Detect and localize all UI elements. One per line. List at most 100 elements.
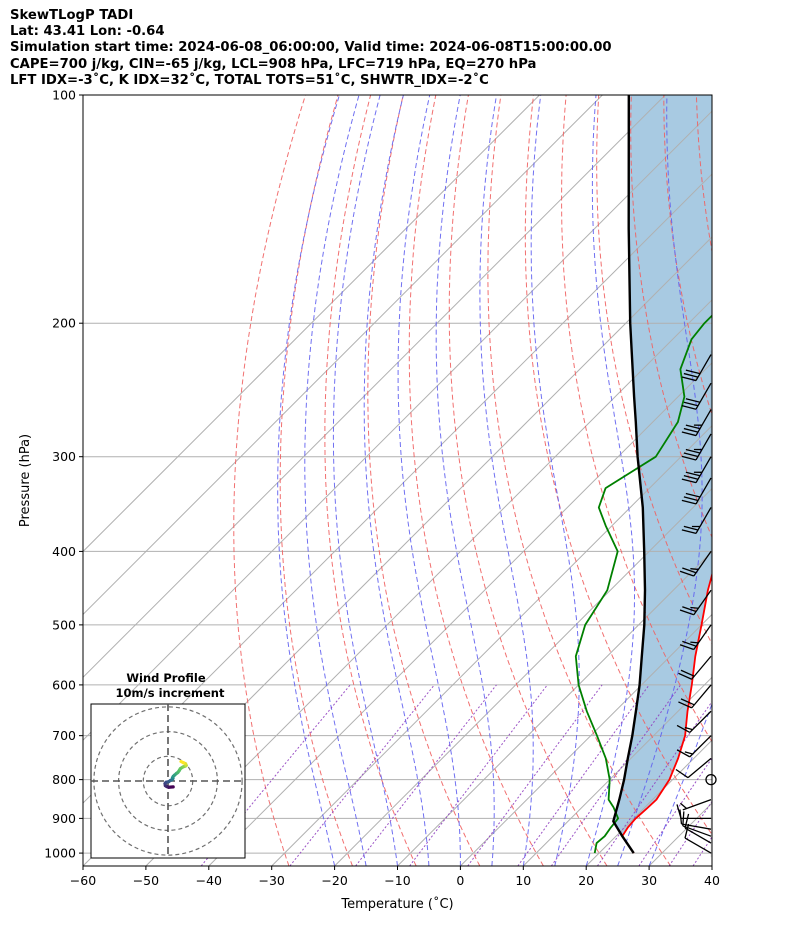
isotherm-line [145, 299, 712, 866]
dry-adiabat-line [279, 95, 353, 866]
wind-barb [681, 409, 712, 437]
mixing-ratio-line [355, 684, 497, 866]
moist-adiabat-line [530, 95, 580, 866]
barb-feather [690, 641, 699, 644]
wind-barb [681, 433, 712, 461]
barb-feather [676, 724, 691, 734]
isotherm-line [83, 95, 603, 616]
barb-feather [685, 398, 701, 403]
y-tick-label: 1000 [44, 846, 76, 861]
barb-staff [693, 589, 712, 616]
barb-feather [683, 372, 699, 378]
mixing-ratio-line [517, 684, 650, 866]
wind-barb [681, 354, 712, 382]
mixing-ratio-line [550, 684, 682, 866]
barb-staff [689, 710, 712, 733]
barb-feather [690, 606, 699, 609]
wind-barb [675, 757, 712, 779]
barb-feather [681, 376, 697, 382]
y-axis-label: Pressure (hPa) [18, 434, 33, 527]
y-tick-label: 800 [52, 772, 76, 787]
wind-barb [684, 813, 712, 844]
isotherm-line [460, 613, 712, 866]
barb-feather [681, 478, 697, 484]
x-tick-label: −10 [384, 873, 410, 888]
x-tick-label: 30 [641, 873, 657, 888]
barb-staff [695, 433, 712, 461]
moist-adiabat-line [363, 95, 430, 866]
barb-feather [685, 448, 701, 454]
barb-feather [680, 698, 695, 706]
x-tick-label: −40 [196, 873, 222, 888]
isotherm-line [83, 110, 712, 741]
dry-adiabat-line [561, 95, 712, 743]
wind-barb [681, 382, 712, 410]
isotherm-line [522, 676, 712, 866]
mixing-ratio-line [638, 757, 712, 866]
hodograph-plot [91, 704, 245, 858]
location-line: Lat: 43.41 Lon: -0.64 [10, 24, 165, 40]
dry-adiabat-line [448, 95, 608, 866]
barb-feather [684, 813, 690, 829]
barb-feather [690, 568, 699, 571]
x-tick-label: −50 [133, 873, 159, 888]
barb-feather [679, 644, 695, 651]
wind-barb [678, 684, 712, 709]
x-tick-label: 10 [515, 873, 531, 888]
hodograph-title: Wind Profile [126, 671, 206, 685]
dry-adiabat-line [487, 95, 672, 866]
barb-staff [695, 354, 712, 381]
x-tick-label: 20 [578, 873, 594, 888]
barb-feather [679, 570, 695, 577]
barb-feather [684, 823, 690, 839]
isotherm-line [271, 424, 712, 866]
x-tick-label: −60 [70, 873, 96, 888]
barb-feather [682, 640, 697, 647]
barb-staff [695, 477, 712, 505]
moist-adiabat-line [435, 95, 495, 866]
y-tick-label: 600 [52, 677, 76, 692]
barb-staff [693, 551, 712, 577]
barb-feather [681, 431, 697, 437]
hodograph-trace-segment [179, 759, 186, 765]
barb-feather [685, 369, 701, 375]
y-tick-label: 400 [52, 544, 76, 559]
barb-staff [689, 735, 712, 758]
isotherm-line [397, 550, 712, 866]
dry-adiabat-line [233, 95, 306, 866]
barb-feather [683, 496, 699, 502]
moist-adiabat-line [332, 95, 398, 866]
dry-adiabat-line [596, 95, 712, 645]
barb-feather [682, 606, 697, 613]
x-tick-label: −30 [259, 873, 285, 888]
mixing-ratio-line [668, 800, 712, 866]
barb-feather [683, 452, 699, 458]
barb-feather [684, 726, 693, 731]
barb-staff [687, 757, 712, 779]
barb-feather [681, 455, 697, 461]
moist-adiabat-line [479, 95, 534, 866]
barb-feather [679, 609, 695, 616]
barb-feather [683, 427, 699, 433]
barb-feather [681, 529, 697, 535]
dry-adiabat-line [408, 95, 544, 866]
x-tick-label: −20 [321, 873, 347, 888]
y-tick-label: 700 [52, 728, 76, 743]
y-tick-label: 500 [52, 617, 76, 632]
barb-staff [695, 456, 712, 484]
parcel-line [612, 95, 647, 854]
barb-feather [680, 669, 695, 677]
indices-line-2: LFT IDX=-3˚C, K IDX=32˚C, TOTAL TOTS=51˚… [10, 72, 489, 88]
mixing-ratio-line [596, 700, 712, 866]
y-tick-label: 100 [52, 88, 76, 103]
wind-barb [676, 710, 712, 734]
barb-feather [679, 802, 687, 809]
wind-barb [684, 823, 712, 854]
barb-feather [682, 567, 697, 574]
barb-staff [691, 655, 712, 680]
wind-barb [679, 624, 712, 651]
isotherm-line [711, 865, 712, 866]
x-tick-label: 40 [704, 873, 720, 888]
barb-feather [675, 768, 689, 779]
